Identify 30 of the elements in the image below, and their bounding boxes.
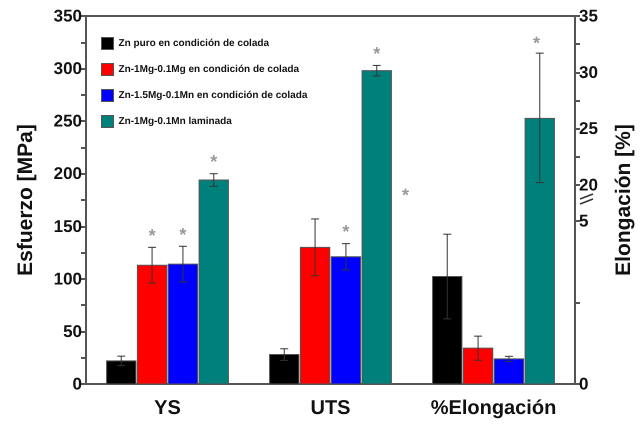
x-tick-label: UTS bbox=[310, 397, 350, 419]
x-tick-label: %Elongación bbox=[430, 397, 556, 419]
y-tick-label: 350 bbox=[54, 6, 82, 26]
y-tick-label: 200 bbox=[54, 164, 82, 184]
data-label: * bbox=[373, 43, 380, 64]
y-tick-label: 300 bbox=[54, 59, 82, 78]
data-label: * bbox=[179, 224, 186, 244]
y-axis-title: Esfuerzo [MPa] bbox=[14, 124, 37, 276]
legend-label: Zn-1.5Mg-0.1Mn en condición de colada bbox=[118, 90, 308, 101]
data-label: * bbox=[210, 152, 218, 172]
y2-tick-label: 5 bbox=[579, 212, 588, 231]
annotation: * bbox=[533, 33, 540, 53]
y3-tick-label: 30 bbox=[579, 62, 598, 82]
y2-tick-label: 0 bbox=[579, 374, 588, 394]
y-tick-label: 50 bbox=[63, 322, 82, 341]
data-label: * bbox=[148, 225, 156, 246]
y-tick-label: 150 bbox=[54, 216, 82, 236]
x-tick-label: YS bbox=[154, 397, 181, 419]
y3-tick-label: 35 bbox=[579, 6, 598, 26]
y-tick-label: 100 bbox=[54, 269, 82, 288]
y-tick-label: 250 bbox=[54, 112, 82, 131]
y2-axis-title: Elongación [%] bbox=[612, 124, 635, 276]
legend-label: Zn puro en condición de colada bbox=[118, 38, 270, 49]
data-label: * bbox=[342, 222, 350, 242]
y-tick-label: 0 bbox=[72, 374, 82, 394]
y3-tick-label: 20 bbox=[579, 175, 598, 194]
legend-label: Zn-1Mg-0.1Mn laminada bbox=[118, 116, 232, 127]
y3-tick-label: 25 bbox=[579, 119, 598, 138]
annotation: * bbox=[402, 185, 410, 205]
legend-label: Zn-1Mg-0.1Mg en condición de colada bbox=[118, 64, 300, 75]
